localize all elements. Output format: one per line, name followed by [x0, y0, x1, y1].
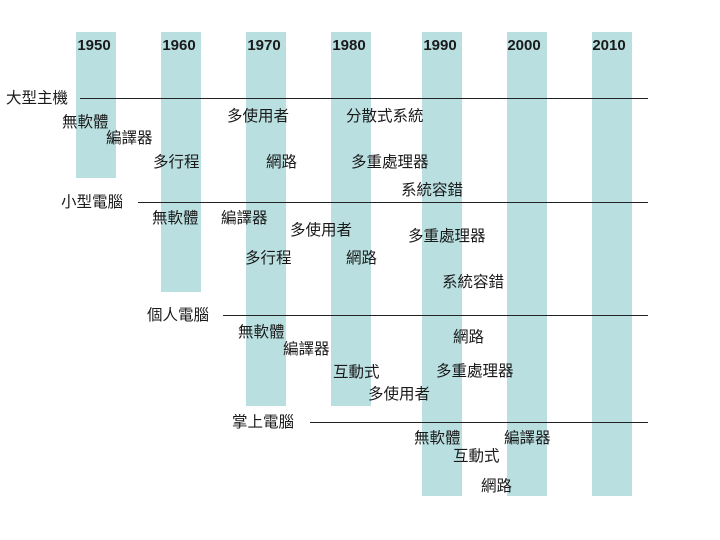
pc-feature-no-software: 無軟體 [238, 322, 285, 342]
mainframe-timeline-line [80, 98, 648, 99]
year-label-1950: 1950 [64, 37, 124, 54]
minicomputer-feature-network: 網路 [346, 248, 377, 268]
minicomputer-title: 小型電腦 [61, 192, 123, 212]
handheld-feature-network: 網路 [481, 476, 512, 496]
pc-title: 個人電腦 [147, 305, 209, 325]
year-band-1990 [422, 32, 462, 496]
pc-feature-multiuser: 多使用者 [368, 384, 430, 404]
year-band-2010 [592, 32, 632, 496]
mainframe-feature-compiler: 編譯器 [106, 128, 153, 148]
handheld-feature-compiler: 編譯器 [504, 428, 551, 448]
year-label-1990: 1990 [410, 37, 470, 54]
year-label-2010: 2010 [579, 37, 639, 54]
year-label-1980: 1980 [319, 37, 379, 54]
minicomputer-feature-multiprocessor: 多重處理器 [408, 226, 486, 246]
handheld-title: 掌上電腦 [232, 412, 294, 432]
mainframe-feature-multiprocessor: 多重處理器 [351, 152, 429, 172]
mainframe-feature-multiprogramming: 多行程 [153, 152, 200, 172]
handheld-timeline-line [310, 422, 648, 423]
year-band-1980 [331, 32, 371, 406]
handheld-feature-interactive: 互動式 [453, 446, 500, 466]
minicomputer-feature-compiler: 編譯器 [221, 208, 268, 228]
pc-timeline-line [223, 315, 648, 316]
mainframe-feature-multiuser: 多使用者 [227, 106, 289, 126]
pc-feature-multiprocessor: 多重處理器 [436, 361, 514, 381]
mainframe-feature-fault-tolerance: 系統容錯 [401, 180, 463, 200]
minicomputer-feature-fault-tolerance: 系統容錯 [442, 272, 504, 292]
year-label-1970: 1970 [234, 37, 294, 54]
mainframe-feature-distributed: 分散式系統 [346, 106, 424, 126]
minicomputer-timeline-line [138, 202, 648, 203]
pc-feature-network: 網路 [453, 327, 484, 347]
mainframe-feature-network: 網路 [266, 152, 297, 172]
mainframe-feature-no-software: 無軟體 [62, 112, 109, 132]
mainframe-title: 大型主機 [6, 88, 68, 108]
year-label-2000: 2000 [494, 37, 554, 54]
year-band-2000 [507, 32, 547, 496]
pc-feature-interactive: 互動式 [333, 362, 380, 382]
minicomputer-feature-no-software: 無軟體 [152, 208, 199, 228]
minicomputer-feature-multiuser: 多使用者 [290, 220, 352, 240]
minicomputer-feature-multiprogramming: 多行程 [245, 248, 292, 268]
handheld-feature-no-software: 無軟體 [414, 428, 461, 448]
pc-feature-compiler: 編譯器 [283, 339, 330, 359]
year-label-1960: 1960 [149, 37, 209, 54]
